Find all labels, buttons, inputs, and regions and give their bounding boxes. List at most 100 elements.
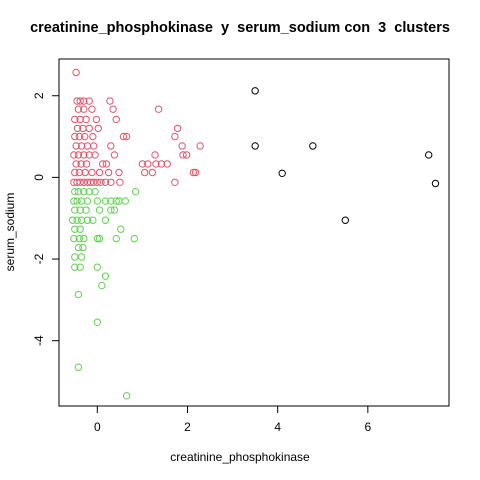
cluster-1-point <box>179 151 187 159</box>
cluster-1-point <box>110 151 119 159</box>
cluster-1-point <box>107 178 115 186</box>
cluster-1-point <box>154 105 163 113</box>
cluster-1-point <box>77 160 85 168</box>
cluster-2-point <box>74 243 83 252</box>
cluster-2-point <box>101 197 110 205</box>
cluster-2-point <box>91 187 99 196</box>
cluster-2-point <box>101 216 110 224</box>
cluster-2-point <box>71 187 79 196</box>
cluster-2-point <box>95 206 104 214</box>
cluster-1-point <box>104 168 113 177</box>
cluster-1-point <box>94 124 102 133</box>
cluster-2-point <box>112 234 120 243</box>
cluster-1-point <box>101 178 110 186</box>
cluster-2-point <box>70 234 78 243</box>
cluster-2-point <box>70 197 78 205</box>
cluster-1-point <box>70 151 78 159</box>
cluster-1-point <box>196 142 204 150</box>
cluster-2-point <box>95 234 104 243</box>
cluster-1-point <box>173 124 182 133</box>
cluster-2-point <box>71 253 79 261</box>
cluster-3-point <box>341 216 349 224</box>
cluster-1-point <box>75 132 83 141</box>
cluster-1-point <box>95 168 104 177</box>
cluster-1-point <box>89 132 97 141</box>
cluster-1-point <box>90 178 98 186</box>
cluster-2-point <box>74 187 83 196</box>
cluster-1-point <box>189 168 198 177</box>
cluster-1-point <box>74 151 83 159</box>
cluster-1-point <box>148 168 157 177</box>
cluster-2-point <box>98 281 106 290</box>
y-tick-label: -2 <box>32 253 46 264</box>
plot-frame <box>58 58 450 407</box>
cluster-2-point <box>73 216 81 224</box>
cluster-1-point <box>71 115 79 124</box>
data-points <box>68 68 440 400</box>
cluster-1-point <box>74 105 83 113</box>
y-axis: -4 -2 0 2 <box>32 92 60 346</box>
cluster-1-point <box>85 124 93 133</box>
cluster-2-point <box>77 197 86 205</box>
cluster-1-point <box>144 160 152 168</box>
cluster-1-point <box>171 178 179 186</box>
x-tick-label: 2 <box>184 420 191 434</box>
cluster-1-point <box>92 115 101 124</box>
y-tick-label: 0 <box>32 174 46 181</box>
chart-title: creatinine_phosphokinase y serum_sodium … <box>30 20 450 36</box>
cluster-2-point <box>82 206 90 214</box>
cluster-1-point <box>119 132 128 141</box>
cluster-2-point <box>71 206 79 214</box>
cluster-1-point <box>73 124 82 133</box>
cluster-1-point <box>102 160 111 168</box>
cluster-1-point <box>85 151 93 159</box>
y-tick-label: 2 <box>32 92 46 99</box>
cluster-1-point <box>163 160 171 168</box>
cluster-2-point <box>80 234 88 243</box>
cluster-2-point <box>71 263 79 271</box>
cluster-1-point <box>80 105 88 113</box>
cluster-1-point <box>115 168 123 177</box>
cluster-2-point <box>117 225 125 233</box>
cluster-1-point <box>82 160 91 168</box>
cluster-2-point <box>130 234 138 243</box>
cluster-2-point <box>79 243 87 252</box>
cluster-1-point <box>112 115 120 124</box>
cluster-2-point <box>83 197 92 205</box>
cluster-1-point <box>116 178 124 186</box>
cluster-2-point <box>74 290 83 299</box>
cluster-1-point <box>72 142 80 150</box>
cluster-1-point <box>85 97 93 105</box>
cluster-1-point <box>75 168 83 177</box>
cluster-2-point <box>93 234 102 243</box>
cluster-2-point <box>89 216 97 224</box>
cluster-2-point <box>75 234 83 243</box>
cluster-1-point <box>72 160 80 168</box>
cluster-3-point <box>251 87 259 95</box>
x-axis: 0 2 4 6 <box>94 405 372 434</box>
cluster-1-point <box>109 105 117 113</box>
cluster-2-point <box>85 187 93 196</box>
cluster-3-point <box>251 142 259 150</box>
cluster-1-point <box>88 105 96 113</box>
cluster-1-point <box>157 160 166 168</box>
cluster-2-point <box>107 206 115 214</box>
cluster-1-point <box>140 168 149 177</box>
cluster-1-point <box>151 151 159 159</box>
cluster-1-point <box>171 132 179 141</box>
cluster-1-point <box>182 151 191 159</box>
cluster-2-point <box>93 197 102 205</box>
cluster-2-point <box>107 197 115 205</box>
cluster-2-point <box>80 187 88 196</box>
y-tick-label: -4 <box>32 335 46 346</box>
cluster-2-point <box>93 263 102 271</box>
cluster-1-point <box>178 142 186 150</box>
cluster-1-point <box>122 132 131 141</box>
cluster-1-point <box>90 142 98 150</box>
x-tick-label: 0 <box>94 420 101 434</box>
cluster-1-point <box>191 168 200 177</box>
cluster-1-point <box>71 168 79 177</box>
cluster-1-point <box>71 132 79 141</box>
cluster-1-point <box>72 68 80 77</box>
